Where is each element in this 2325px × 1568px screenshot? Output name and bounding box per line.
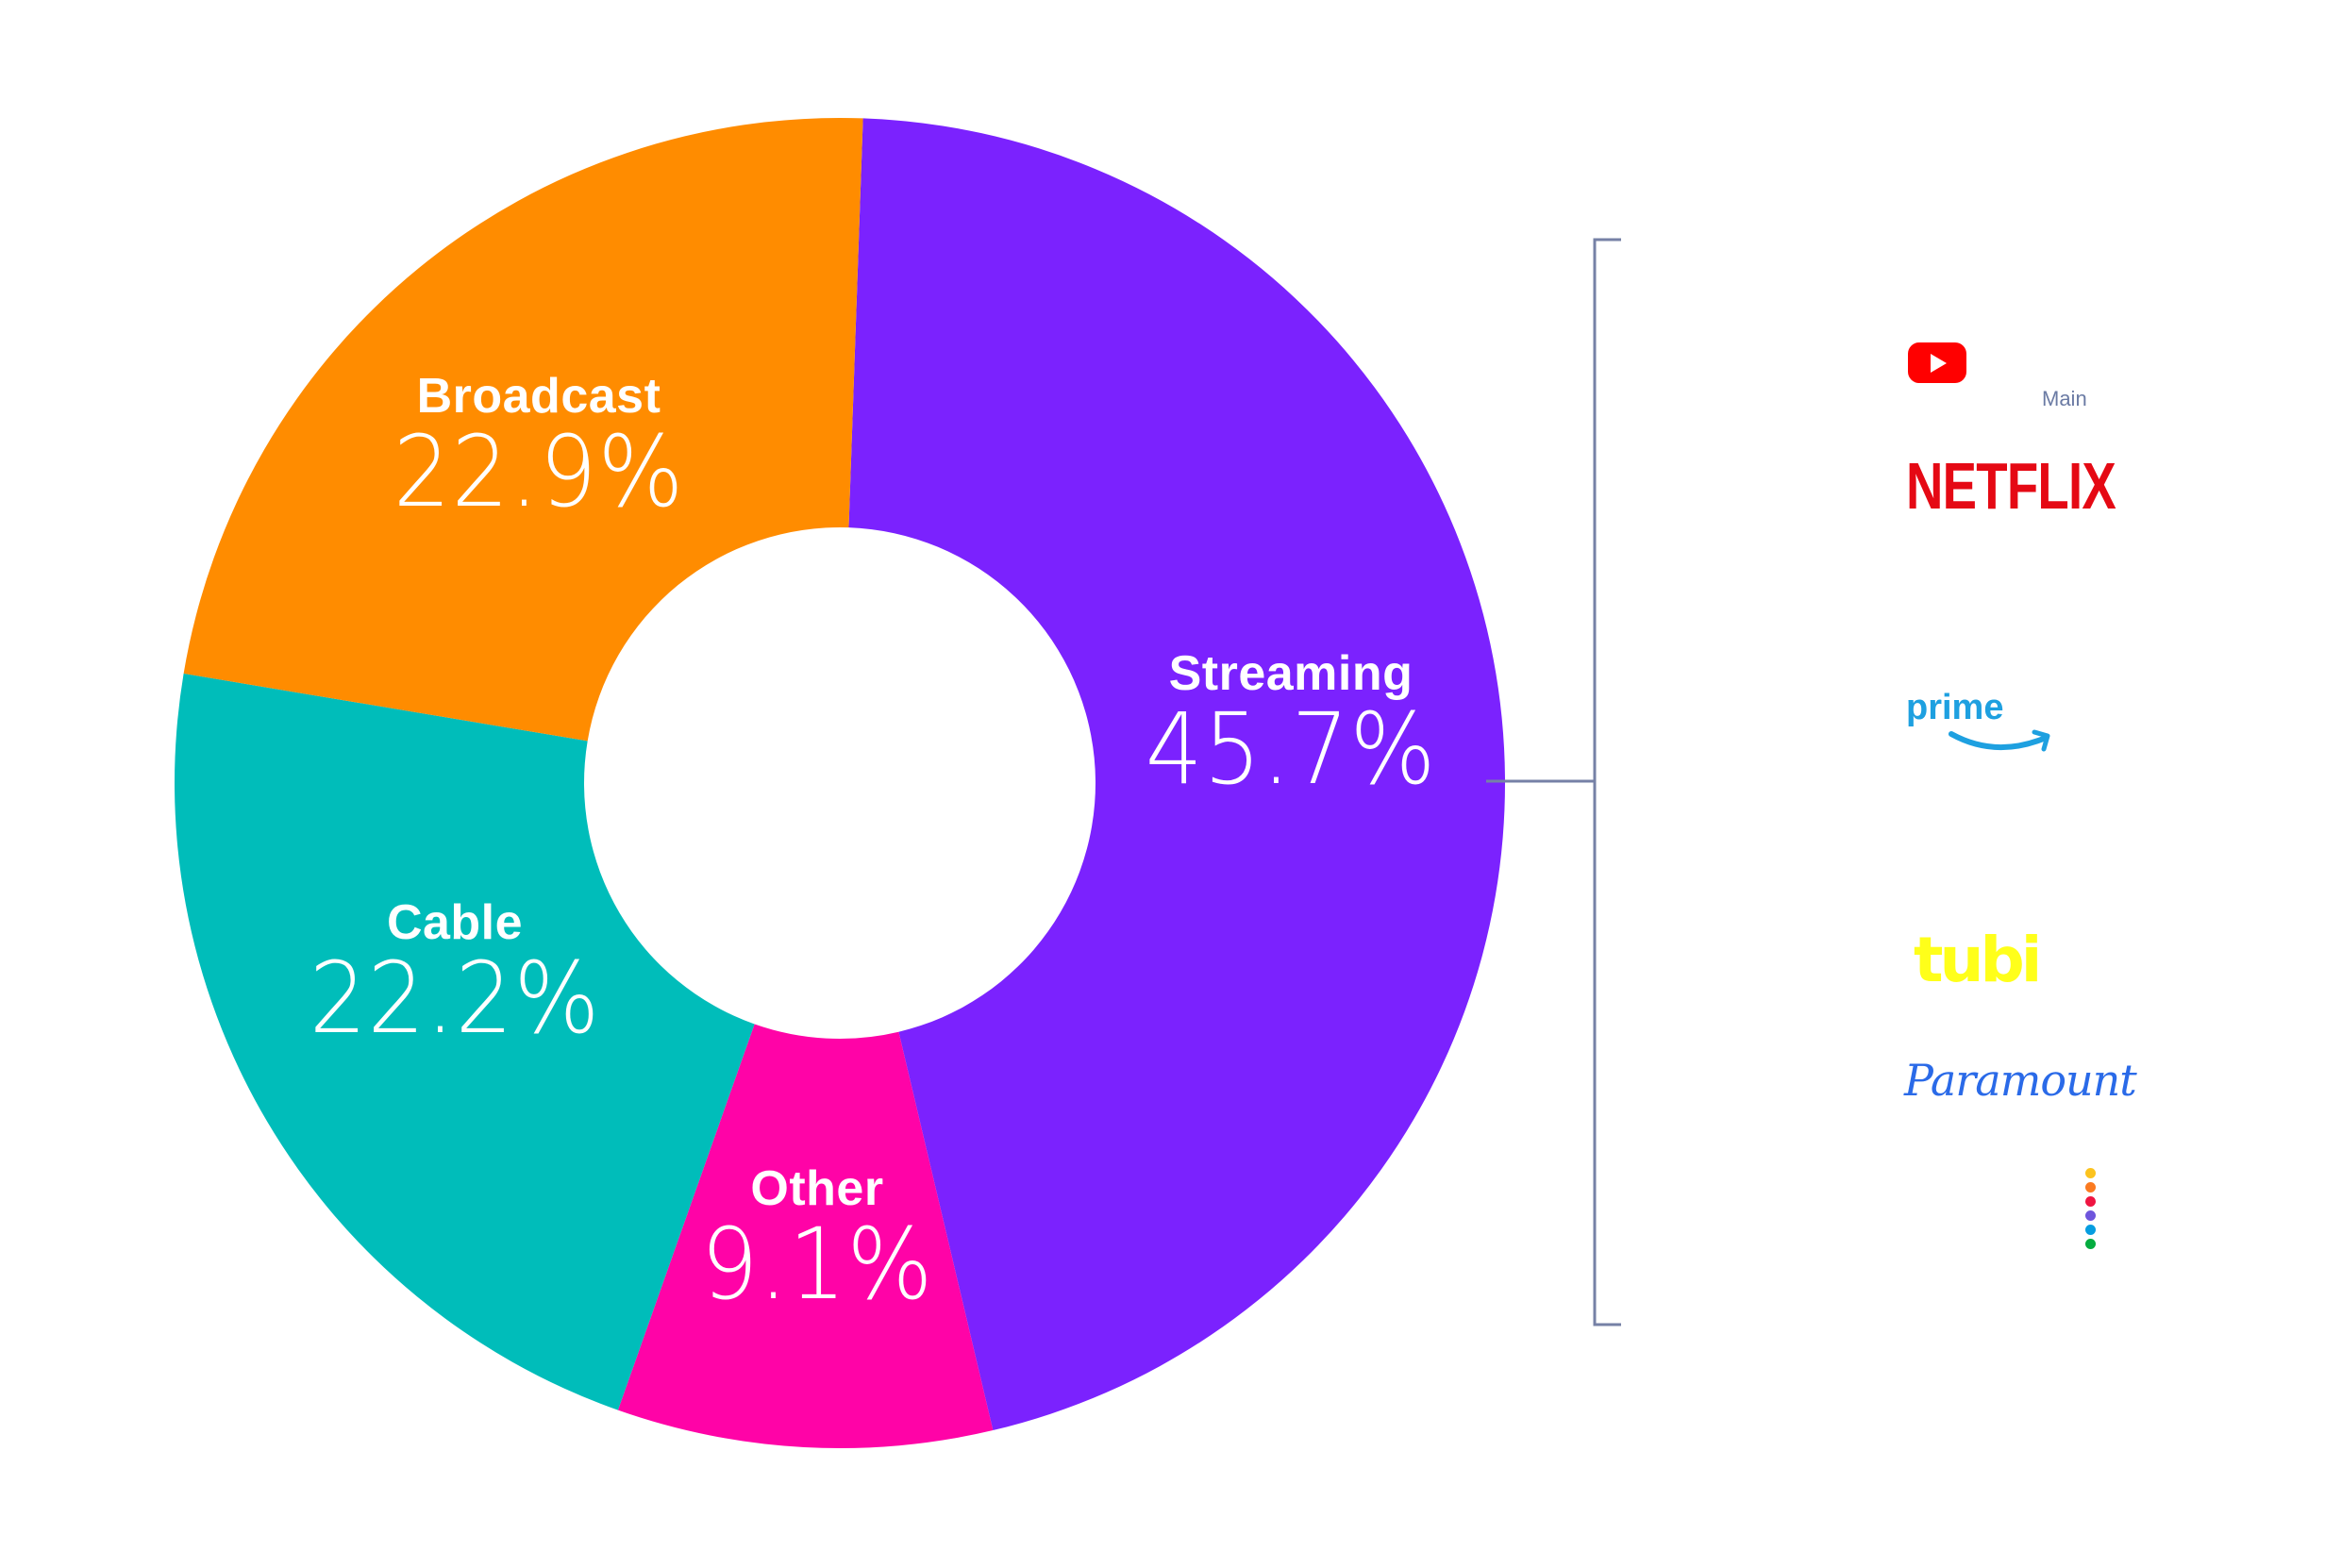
slice-cable: [175, 673, 755, 1410]
peacock-dot: [2085, 1239, 2096, 1249]
donut-slices: [175, 117, 1505, 1448]
peacock-dot: [2085, 1210, 2096, 1221]
peacock-dot: [2085, 1225, 2096, 1235]
slice-value: 45.7%: [1145, 692, 1437, 807]
main-label: Main: [2042, 387, 2087, 410]
slice-label-broadcast: Broadcast 22.9%: [380, 370, 696, 521]
tubi-logo: tubi: [1914, 924, 2042, 996]
peacock-dot: [2085, 1196, 2096, 1207]
paramount-logo: Paramount: [1904, 1055, 2137, 1106]
slice-name: Cable: [386, 895, 524, 950]
slice-value: 9.1%: [700, 1207, 934, 1322]
slice-value: 22.2%: [309, 941, 601, 1056]
slice-name: Broadcast: [416, 369, 661, 424]
streaming-bracket: [1486, 238, 1621, 1326]
slice-other: [617, 1024, 994, 1448]
netflix-logo: NETFLIX: [1906, 449, 2116, 523]
prime-logo-text: prime: [1906, 688, 2004, 727]
bracket-line: [1593, 238, 1621, 1326]
peacock-logo-icon: [2085, 1168, 2097, 1253]
peacock-dot: [2085, 1182, 2096, 1193]
slice-label-other: Other 9.1%: [691, 1162, 944, 1313]
slice-value: 22.9%: [393, 414, 685, 529]
slice-streaming: [848, 118, 1505, 1431]
prime-video-logo: prime: [1906, 689, 2057, 755]
slice-label-streaming: Streaming 45.7%: [1132, 647, 1448, 798]
youtube-logo-icon: [1908, 342, 1966, 383]
amazon-smile-arrow-icon: [1949, 729, 2050, 752]
slice-broadcast: [183, 117, 863, 742]
slice-label-cable: Cable 22.2%: [296, 896, 612, 1047]
peacock-dot: [2085, 1168, 2096, 1178]
slice-name: Streaming: [1168, 646, 1413, 701]
slice-name: Other: [750, 1161, 884, 1216]
